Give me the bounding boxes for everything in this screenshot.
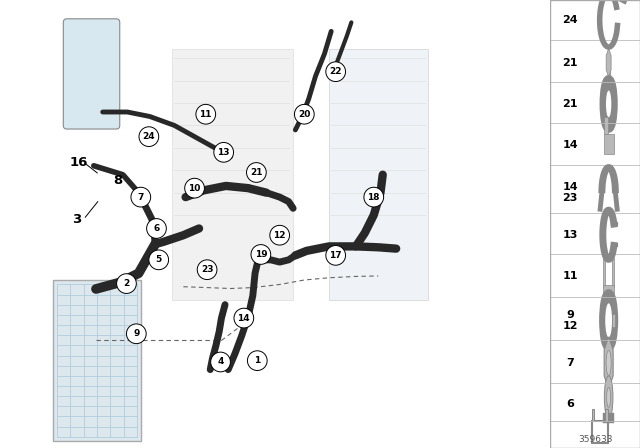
Text: 14: 14 [237,314,250,323]
Circle shape [246,163,266,182]
Text: 18: 18 [367,193,380,202]
Text: 359633: 359633 [578,435,612,444]
Circle shape [606,90,611,117]
Text: 24: 24 [143,132,155,141]
Text: 6: 6 [154,224,159,233]
Text: 11: 11 [200,110,212,119]
Text: 16: 16 [70,155,88,169]
Bar [592,409,594,421]
Text: 2: 2 [124,279,129,288]
Circle shape [605,303,612,337]
Text: 6: 6 [566,399,574,409]
Circle shape [606,350,611,375]
Text: 7: 7 [138,193,144,202]
Text: 13: 13 [218,148,230,157]
Circle shape [294,104,314,124]
Text: 19: 19 [255,250,267,259]
Circle shape [251,245,271,264]
Text: 14: 14 [563,140,578,150]
Text: 3: 3 [72,213,81,226]
Circle shape [149,250,168,270]
Circle shape [131,187,150,207]
Bar [604,117,608,134]
Circle shape [364,187,383,207]
Circle shape [234,308,253,328]
Circle shape [147,219,166,238]
Circle shape [270,225,289,245]
Circle shape [326,246,346,265]
Circle shape [214,142,234,162]
Bar [604,285,614,294]
Bar [604,258,605,287]
Circle shape [196,104,216,124]
Text: 20: 20 [298,110,310,119]
Text: 21: 21 [250,168,262,177]
Bar [612,258,614,287]
Circle shape [127,324,146,344]
Text: 23: 23 [201,265,213,274]
Bar [604,413,614,423]
Text: 13: 13 [563,230,578,240]
Bar [329,49,428,300]
Text: 8: 8 [113,173,122,187]
Polygon shape [606,48,611,77]
Bar [592,421,607,443]
Circle shape [326,62,346,82]
Bar [604,134,614,154]
Text: 7: 7 [566,358,574,368]
Bar [172,49,293,300]
Text: 12: 12 [273,231,286,240]
Text: 10: 10 [188,184,201,193]
Text: 4: 4 [218,358,224,366]
Text: 5: 5 [156,255,162,264]
Text: 21: 21 [563,99,578,109]
Circle shape [248,351,267,370]
Bar [607,63,610,95]
Circle shape [185,178,204,198]
Bar [53,280,141,441]
Text: 11: 11 [563,271,578,280]
FancyBboxPatch shape [63,19,120,129]
Text: 1: 1 [254,356,260,365]
Circle shape [604,376,613,419]
Text: 9: 9 [133,329,140,338]
Text: 14
23: 14 23 [563,182,578,202]
Bar [612,314,616,327]
Text: 9
12: 9 12 [563,310,578,331]
Text: 17: 17 [330,251,342,260]
Circle shape [607,388,611,407]
Text: 22: 22 [330,67,342,76]
Polygon shape [604,337,613,389]
Circle shape [211,352,230,372]
Text: 24: 24 [563,15,578,25]
Circle shape [116,274,136,293]
Circle shape [139,127,159,146]
Text: 21: 21 [563,58,578,68]
Bar [605,409,607,421]
Circle shape [197,260,217,280]
